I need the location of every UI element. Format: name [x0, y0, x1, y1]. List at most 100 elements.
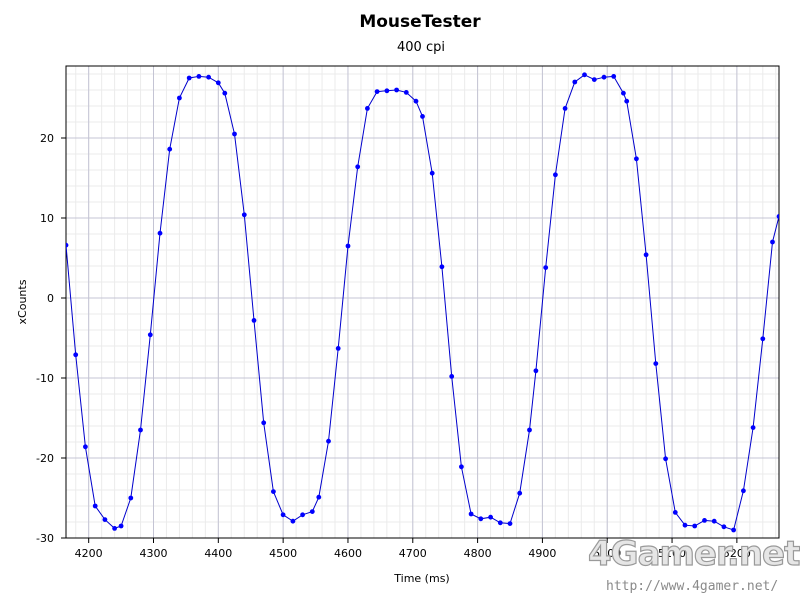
x-tick-label: 4800 [464, 547, 492, 560]
data-point [760, 336, 765, 341]
data-point [158, 231, 163, 236]
data-point [508, 521, 513, 526]
chart-title: MouseTester [359, 12, 481, 32]
data-point [572, 80, 577, 85]
grid [66, 66, 779, 538]
data-point [73, 352, 78, 357]
data-point [624, 99, 629, 104]
data-point [281, 512, 286, 517]
y-tick-label: 20 [40, 132, 54, 145]
data-point [365, 106, 370, 111]
data-point [271, 489, 276, 494]
data-point [420, 114, 425, 119]
data-point [469, 512, 474, 517]
data-point [64, 243, 69, 248]
x-tick-label: 4900 [528, 547, 556, 560]
data-point [242, 212, 247, 217]
data-point [167, 147, 172, 152]
data-point [206, 75, 211, 80]
data-point [385, 88, 390, 93]
x-tick-label: 4300 [140, 547, 168, 560]
watermark-url: http://www.4gamer.net/ [606, 579, 778, 594]
data-point [741, 488, 746, 493]
data-point [300, 512, 305, 517]
data-point [316, 495, 321, 500]
data-point [232, 132, 237, 137]
data-point [197, 74, 202, 79]
data-point [582, 72, 587, 77]
chart-subtitle: 400 cpi [397, 40, 445, 55]
data-point [138, 428, 143, 433]
data-point [261, 420, 266, 425]
data-point [291, 519, 296, 524]
y-tick-label: -20 [36, 452, 54, 465]
data-point [634, 156, 639, 161]
x-tick-label: 4200 [75, 547, 103, 560]
data-point [653, 361, 658, 366]
data-point [177, 96, 182, 101]
data-point [602, 75, 607, 80]
x-tick-label: 4600 [334, 547, 362, 560]
data-point [673, 510, 678, 515]
data-point [394, 88, 399, 93]
data-point [93, 504, 98, 509]
y-axis-label: xCounts [16, 279, 29, 324]
data-point [517, 491, 522, 496]
data-point [770, 240, 775, 245]
data-point [252, 318, 257, 323]
data-point [777, 214, 782, 219]
data-point [187, 76, 192, 81]
data-point [222, 91, 227, 96]
x-tick-label: 4500 [269, 547, 297, 560]
y-tick-label: 10 [40, 212, 54, 225]
data-point [310, 509, 315, 514]
data-point [534, 368, 539, 373]
data-point [83, 444, 88, 449]
data-point [692, 524, 697, 529]
data-point [683, 523, 688, 528]
data-point [527, 428, 532, 433]
watermark-brand: 4Gamer.net [588, 534, 800, 574]
data-point [712, 519, 717, 524]
data-point [355, 164, 360, 169]
data-point [128, 496, 133, 501]
data-point [326, 439, 331, 444]
data-point [430, 171, 435, 176]
data-point [440, 264, 445, 269]
data-point [148, 332, 153, 337]
data-point [563, 106, 568, 111]
data-point [112, 526, 117, 531]
data-point [459, 464, 464, 469]
data-point [103, 517, 108, 522]
data-point [751, 425, 756, 430]
data-point [543, 265, 548, 270]
data-point [119, 524, 124, 529]
data-point [478, 516, 483, 521]
data-point [414, 99, 419, 104]
data-point [449, 374, 454, 379]
x-axis-label: Time (ms) [393, 572, 449, 585]
series-points [64, 72, 782, 532]
data-point [346, 244, 351, 249]
data-point [611, 74, 616, 79]
data-point [621, 91, 626, 96]
data-point [375, 89, 380, 94]
data-point [592, 77, 597, 82]
data-point [488, 515, 493, 520]
data-point [216, 80, 221, 85]
data-point [404, 90, 409, 95]
x-tick-label: 4700 [399, 547, 427, 560]
data-point [731, 528, 736, 533]
y-tick-label: -10 [36, 372, 54, 385]
y-tick-label: -30 [36, 532, 54, 545]
data-point [553, 172, 558, 177]
y-tick-label: 0 [47, 292, 54, 305]
data-point [336, 346, 341, 351]
data-point [644, 252, 649, 257]
data-point [663, 456, 668, 461]
data-point [498, 520, 503, 525]
data-point [702, 518, 707, 523]
x-tick-label: 4400 [204, 547, 232, 560]
data-point [722, 524, 727, 529]
